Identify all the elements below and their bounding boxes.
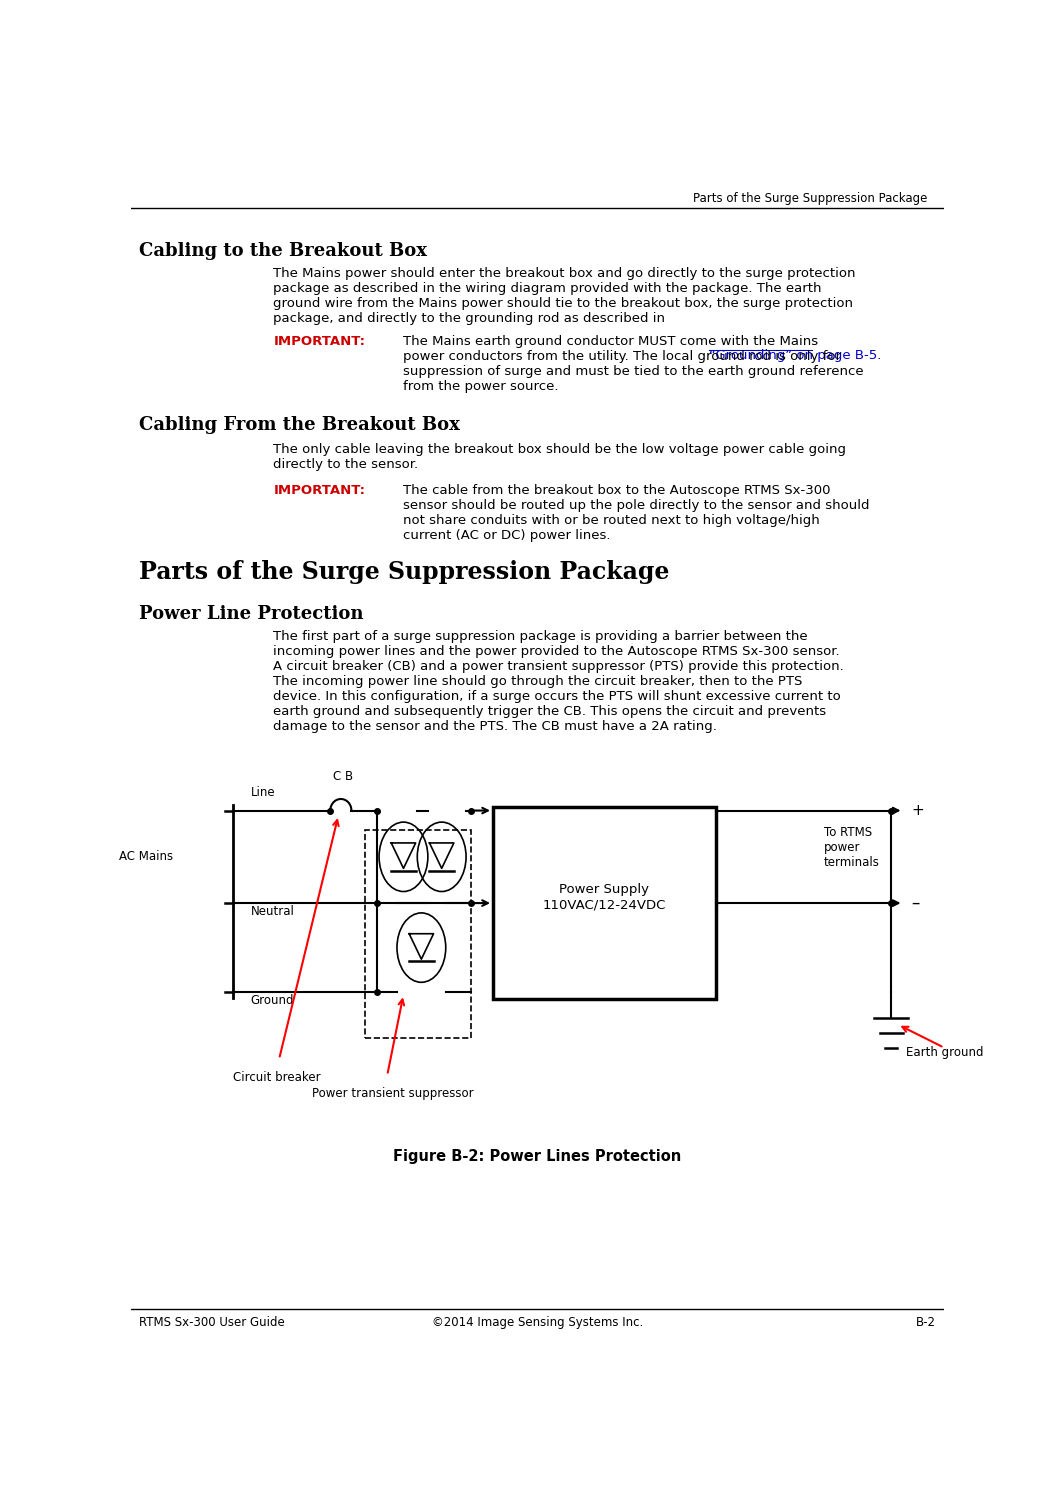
Text: The cable from the breakout box to the Autoscope RTMS Sx-300
sensor should be ro: The cable from the breakout box to the A… (404, 485, 870, 542)
Text: –: – (912, 894, 920, 912)
Text: Parts of the Surge Suppression Package: Parts of the Surge Suppression Package (140, 560, 669, 584)
Text: Figure B-2: Power Lines Protection: Figure B-2: Power Lines Protection (393, 1149, 682, 1164)
Text: IMPORTANT:: IMPORTANT: (274, 485, 365, 497)
Text: Parts of the Surge Suppression Package: Parts of the Surge Suppression Package (693, 192, 927, 204)
Bar (365, 831, 471, 1038)
Text: Cabling From the Breakout Box: Cabling From the Breakout Box (140, 416, 461, 434)
Text: The Mains earth ground conductor MUST come with the Mains
power conductors from : The Mains earth ground conductor MUST co… (404, 335, 864, 394)
Text: “Grounding” on page B-5.: “Grounding” on page B-5. (709, 348, 881, 362)
Text: The first part of a surge suppression package is providing a barrier between the: The first part of a surge suppression pa… (274, 631, 844, 733)
Text: Power Line Protection: Power Line Protection (140, 605, 364, 623)
Text: Power transient suppressor: Power transient suppressor (312, 1087, 473, 1099)
Text: +: + (912, 804, 924, 819)
Text: B-2: B-2 (916, 1316, 936, 1329)
Text: To RTMS
power
terminals: To RTMS power terminals (823, 826, 880, 870)
Text: The Mains power should enter the breakout box and go directly to the surge prote: The Mains power should enter the breakou… (274, 267, 856, 324)
Text: ©2014 Image Sensing Systems Inc.: ©2014 Image Sensing Systems Inc. (432, 1316, 643, 1329)
Text: The only cable leaving the breakout box should be the low voltage power cable go: The only cable leaving the breakout box … (274, 443, 847, 470)
Text: RTMS Sx-300 User Guide: RTMS Sx-300 User Guide (140, 1316, 285, 1329)
Text: Ground: Ground (251, 994, 294, 1008)
Bar (493, 807, 716, 999)
Text: Power Supply
110VAC/12-24VDC: Power Supply 110VAC/12-24VDC (542, 883, 666, 912)
Text: AC Mains: AC Mains (120, 850, 173, 864)
Text: Cabling to the Breakout Box: Cabling to the Breakout Box (140, 242, 427, 260)
Text: Earth ground: Earth ground (906, 1045, 983, 1059)
Text: Circuit breaker: Circuit breaker (233, 1071, 320, 1084)
Text: Line: Line (251, 786, 275, 799)
Text: C B: C B (333, 771, 352, 783)
Text: IMPORTANT:: IMPORTANT: (274, 335, 365, 348)
Text: Neutral: Neutral (251, 906, 295, 918)
